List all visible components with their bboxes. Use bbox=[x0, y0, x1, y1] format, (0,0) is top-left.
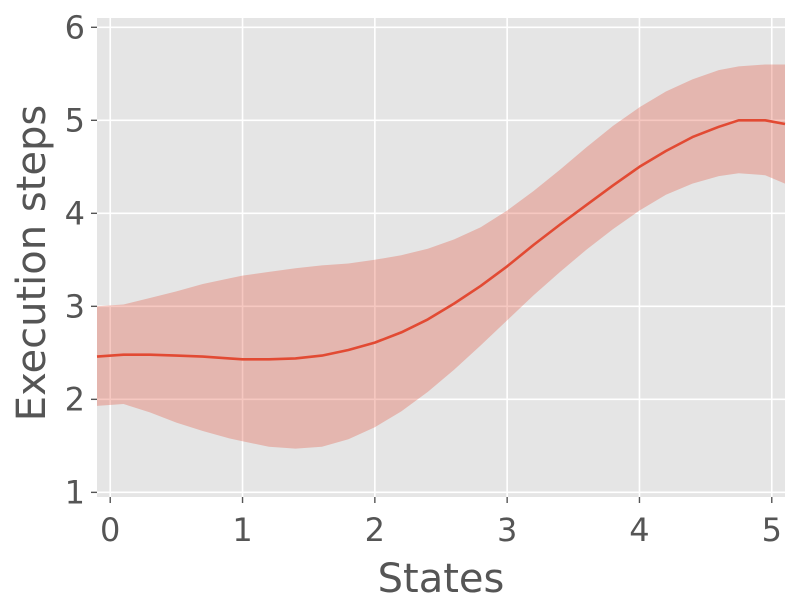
mean-line bbox=[96, 119, 786, 361]
y-tick-label: 5 bbox=[65, 101, 85, 139]
y-axis-label: Execution steps bbox=[9, 105, 55, 421]
x-tick-label: 4 bbox=[629, 511, 649, 549]
plot-area bbox=[97, 18, 785, 497]
y-tick-label: 1 bbox=[65, 473, 85, 511]
y-tick-label: 3 bbox=[65, 287, 85, 325]
x-tick-label: 0 bbox=[100, 511, 120, 549]
x-tick-label: 1 bbox=[232, 511, 252, 549]
y-tick-label: 4 bbox=[65, 194, 85, 232]
confidence-band bbox=[97, 64, 785, 449]
y-tick-label: 6 bbox=[65, 8, 85, 46]
y-tick-label: 2 bbox=[65, 380, 85, 418]
grid-lines bbox=[97, 18, 785, 497]
x-axis-label: States bbox=[378, 556, 505, 602]
x-tick-label: 3 bbox=[497, 511, 517, 549]
x-tick-label: 5 bbox=[762, 511, 782, 549]
series-marks bbox=[96, 64, 786, 449]
x-tick-label: 2 bbox=[365, 511, 385, 549]
